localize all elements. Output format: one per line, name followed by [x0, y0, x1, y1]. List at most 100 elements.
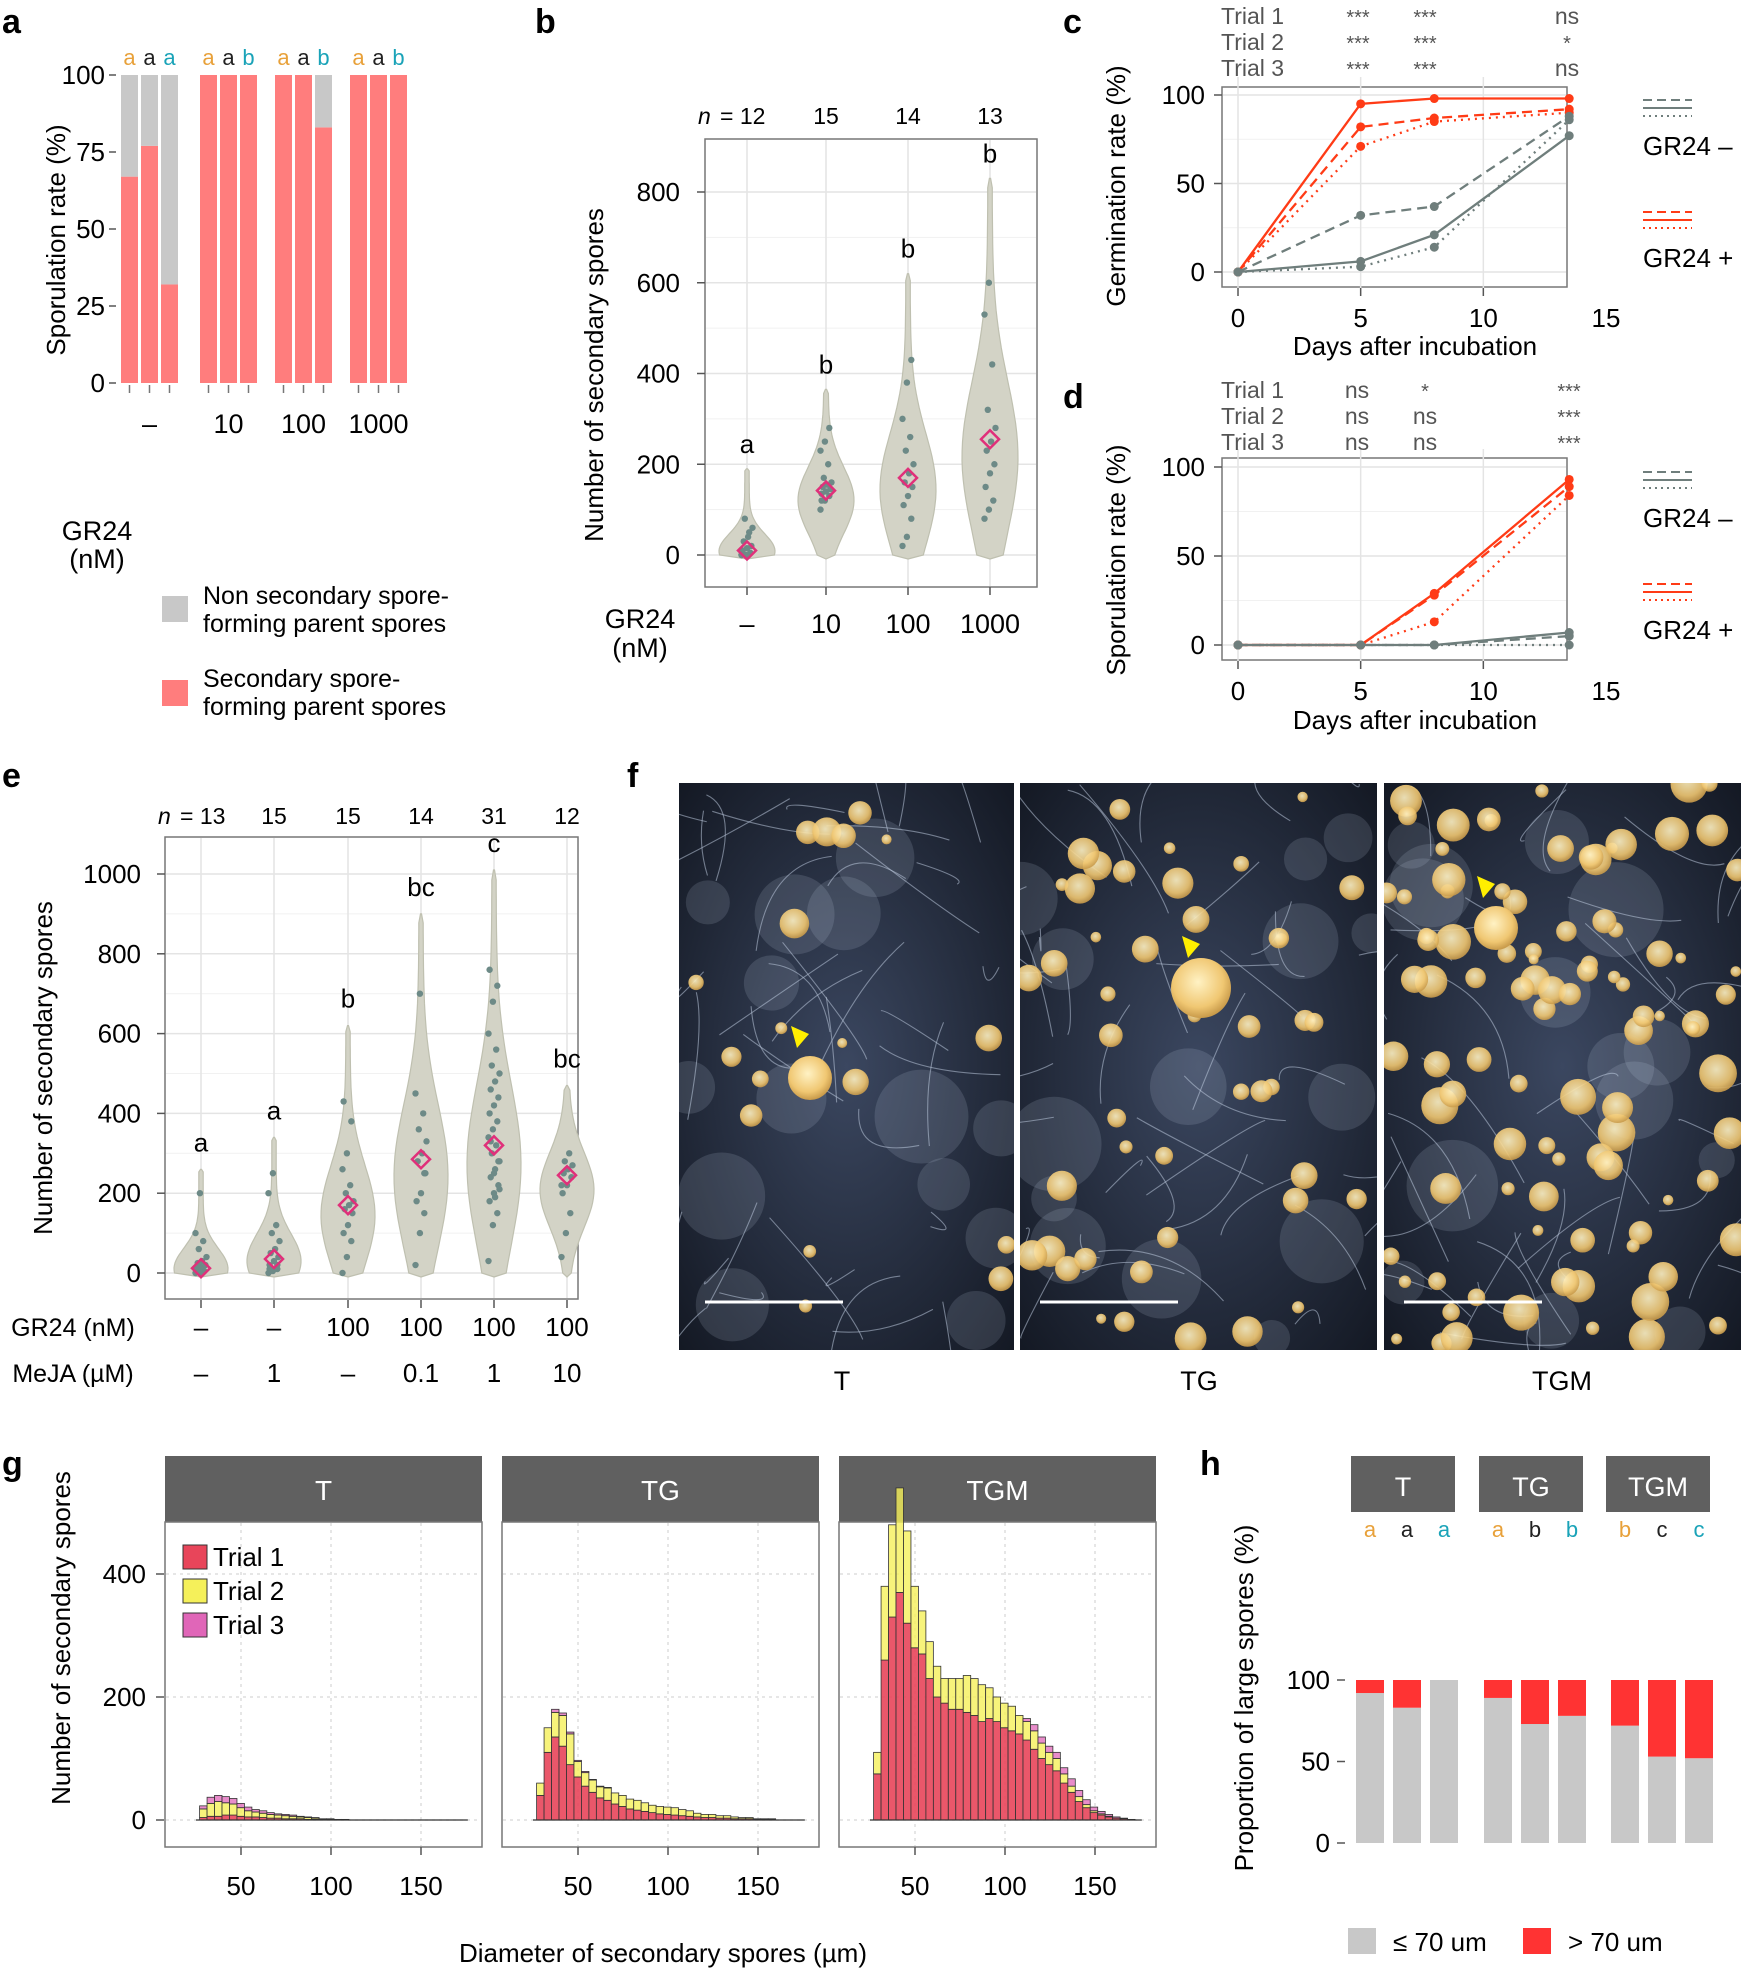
- histogram-bar-trial-2: [1000, 1702, 1009, 1729]
- violin-shape: [246, 1136, 302, 1278]
- histogram-bar-trial-1: [558, 1745, 567, 1821]
- histogram-bar-trial-1: [925, 1678, 934, 1821]
- violin-shape: [718, 468, 776, 560]
- data-point: [265, 1190, 272, 1197]
- spore: [1713, 1117, 1741, 1150]
- e-sig-letter: a: [267, 1095, 282, 1125]
- c-series-point: [1356, 262, 1366, 272]
- histogram-bar-trial-2: [932, 1665, 942, 1698]
- data-point: [987, 438, 995, 445]
- histogram-bar-trial-3: [603, 1787, 612, 1789]
- histogram-bar-trial-2: [258, 1812, 268, 1818]
- spore: [1675, 952, 1687, 964]
- spore: [1232, 1316, 1263, 1347]
- c-legend-plus-label: GR24 +: [1643, 243, 1733, 273]
- spore: [1297, 791, 1308, 803]
- histogram-bar-trial-2: [678, 1809, 687, 1817]
- c-sig-mark: ***: [1346, 7, 1370, 29]
- b-n-label: = 12: [720, 103, 765, 129]
- spore: [1131, 935, 1159, 963]
- hypha: [982, 966, 1000, 981]
- bar-small-spores: [1484, 1697, 1512, 1843]
- data-point: [491, 1078, 499, 1085]
- histogram-bar-trial-1: [910, 1647, 919, 1821]
- histogram-bar-trial-2: [730, 1816, 739, 1820]
- c-sig-mark: ***: [1413, 7, 1437, 29]
- histogram-bar-trial-3: [311, 1817, 320, 1819]
- data-point: [820, 474, 827, 482]
- data-point: [558, 1253, 565, 1261]
- panel-d-ylabel: Sporulation rate (%): [1101, 444, 1131, 675]
- spore: [1090, 931, 1102, 943]
- panel-letter-b: b: [535, 3, 556, 41]
- panel-a-xunit: (nM): [69, 544, 125, 574]
- spore: [1390, 784, 1422, 817]
- panel-d-xlabel: Days after incubation: [1293, 705, 1537, 735]
- e-row2-value: 1: [267, 1358, 281, 1388]
- histogram-bar-trial-3: [244, 1806, 253, 1812]
- histogram-bar-trial-2: [566, 1733, 575, 1766]
- data-point: [342, 1190, 349, 1197]
- histogram-bar-trial-2: [663, 1806, 672, 1815]
- e-sig-letter: bc: [553, 1043, 580, 1073]
- spore: [1432, 863, 1466, 897]
- data-point: [345, 1201, 353, 1209]
- panel-c-xlabel: Days after incubation: [1293, 331, 1537, 361]
- panel-g: Number of secondary spores Diameter of s…: [46, 1456, 1157, 1968]
- legend-label-secondary-1: Secondary spore-: [203, 665, 400, 693]
- spore: [1112, 860, 1136, 883]
- c-series-point: [1429, 94, 1439, 104]
- a-ytick-label: 75: [76, 137, 105, 167]
- histogram-bar-trial-1: [932, 1696, 942, 1821]
- spore: [1400, 965, 1429, 993]
- d-ytick-label: 100: [1162, 452, 1205, 482]
- d-legend-plus-label: GR24 +: [1643, 615, 1733, 645]
- bar-large-spores: [1356, 1680, 1384, 1694]
- spore: [1701, 783, 1718, 792]
- mean-marker: [556, 1164, 578, 1187]
- mean-marker: [979, 428, 1001, 451]
- g-legend-swatch: [182, 1544, 208, 1570]
- histogram-bar-trial-1: [1089, 1812, 1099, 1821]
- panel-b-xtitle: GR24: [605, 604, 676, 634]
- hypha: [855, 842, 980, 934]
- histogram-bar-trial-1: [903, 1622, 912, 1821]
- histogram-bar-trial-1: [648, 1812, 657, 1821]
- hypha: [832, 1308, 934, 1333]
- histogram-bar-trial-2: [1022, 1721, 1031, 1741]
- spore: [1074, 1247, 1097, 1271]
- histogram-bar-trial-2: [266, 1814, 275, 1819]
- hypha: [679, 1307, 707, 1337]
- histogram-bar-trial-1: [573, 1776, 582, 1821]
- data-point: [982, 483, 989, 491]
- histogram-bar-trial-3: [1119, 1817, 1128, 1820]
- spore: [837, 1037, 848, 1048]
- d-sig-mark: ***: [1557, 381, 1581, 403]
- panel-a-xtitle: GR24: [62, 516, 133, 546]
- hypha: [687, 992, 700, 1120]
- data-point: [195, 1245, 202, 1253]
- histogram-bar-trial-1: [873, 1773, 882, 1821]
- g-legend-label: Trial 3: [213, 1610, 284, 1640]
- c-series-point: [1356, 210, 1366, 220]
- e-sig-letter: b: [341, 984, 355, 1014]
- spore: [1632, 1005, 1655, 1028]
- bar-small-spores: [1685, 1758, 1713, 1843]
- data-point: [348, 1237, 355, 1245]
- large-spore: [788, 1056, 832, 1100]
- spore: [1560, 1078, 1597, 1115]
- spore: [1439, 1080, 1467, 1108]
- hypha: [875, 783, 889, 833]
- c-sig-mark: ***: [1346, 33, 1370, 55]
- data-point: [569, 1162, 576, 1169]
- panel-letter-c: c: [1063, 3, 1082, 41]
- hypha: [1098, 1249, 1224, 1302]
- e-ytick-label: 800: [98, 939, 141, 969]
- a-sig-letter: a: [202, 45, 215, 70]
- legend-swatch-non-secondary: [162, 596, 188, 622]
- h-facet-header: [1606, 1456, 1710, 1512]
- spore: [721, 1046, 742, 1067]
- spore: [1607, 970, 1621, 984]
